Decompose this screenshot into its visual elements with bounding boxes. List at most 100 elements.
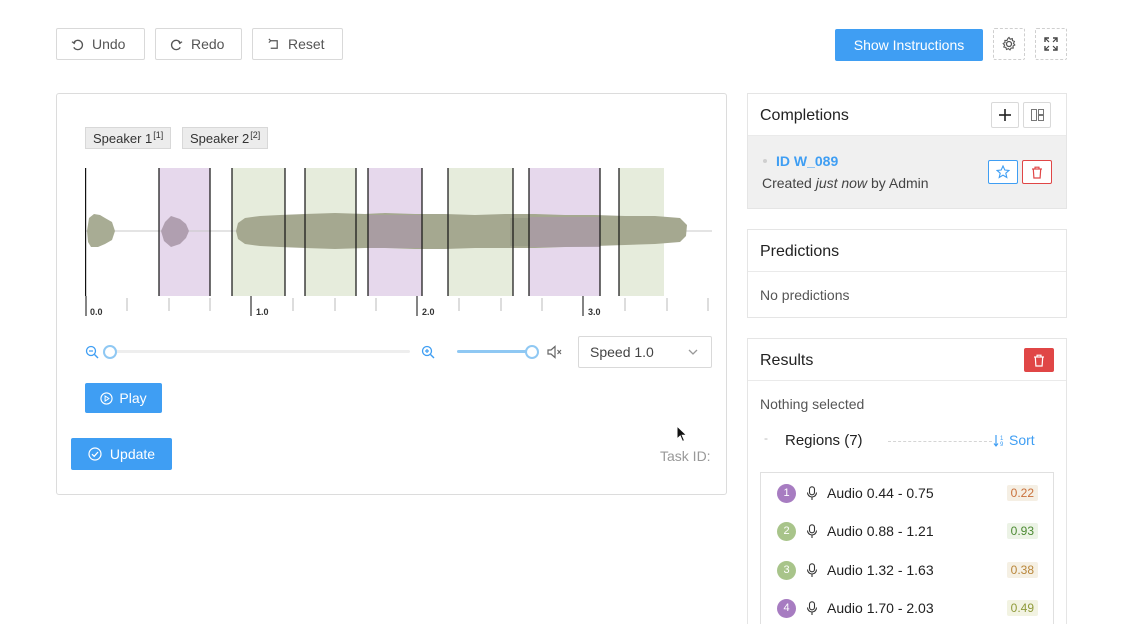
compare-view-button[interactable] (1023, 102, 1051, 128)
fullscreen-button[interactable] (1035, 28, 1067, 60)
zoom-slider-handle[interactable] (103, 345, 117, 359)
trash-icon (1034, 354, 1044, 367)
undo-icon (71, 39, 84, 50)
waveform-overlay-1 (368, 215, 422, 248)
regions-divider (888, 441, 992, 442)
fullscreen-icon (1044, 37, 1058, 51)
completion-created-time: just now (815, 175, 868, 191)
region-text: Audio 0.88 - 1.21 (827, 523, 934, 539)
completion-created-prefix: Created (762, 175, 816, 191)
completions-title: Completions (760, 107, 849, 124)
label-speaker-1-hotkey: [1] (153, 130, 164, 140)
microphone-icon (806, 563, 818, 577)
label-speaker-2-name: Speaker 2 (190, 130, 250, 146)
show-instructions-label: Show Instructions (853, 37, 965, 53)
play-button[interactable]: Play (85, 383, 162, 413)
volume-slider-handle[interactable] (525, 345, 539, 359)
star-icon (996, 165, 1010, 179)
label-speaker-1-name: Speaker 1 (93, 130, 153, 146)
waveform-segment-2 (161, 216, 189, 247)
label-speaker-2[interactable]: Speaker 2 [2] (182, 127, 269, 149)
predictions-title: Predictions (760, 243, 840, 260)
timeline-label-2: 2.0 (422, 307, 435, 317)
timeline-label-1: 1.0 (256, 307, 269, 317)
completion-created-suffix: by Admin (867, 175, 929, 191)
region-text: Audio 0.44 - 0.75 (827, 485, 934, 501)
reset-button[interactable]: Reset (252, 28, 343, 60)
check-circle-icon (88, 447, 102, 461)
play-icon (100, 391, 114, 405)
redo-label: Redo (191, 36, 225, 52)
completions-header: Completions (748, 94, 1066, 136)
completion-created: Created just now by Admin (762, 175, 929, 191)
region-number-badge: 1 (777, 483, 796, 503)
undo-button[interactable]: Undo (56, 28, 145, 60)
sort-icon: 19 (993, 434, 1004, 447)
delete-all-results-button[interactable] (1024, 348, 1054, 372)
add-completion-button[interactable] (991, 102, 1019, 128)
redo-button[interactable]: Redo (155, 28, 242, 60)
region-text: Audio 1.70 - 2.03 (827, 600, 934, 616)
regions-label: Regions (7) (785, 432, 863, 449)
region-score-badge: 0.93 (1006, 523, 1038, 539)
settings-button[interactable] (993, 28, 1025, 60)
microphone-icon (806, 486, 818, 500)
speed-select[interactable]: Speed 1.0 (578, 336, 712, 368)
timeline-label-3: 3.0 (588, 307, 601, 317)
regions-sort-label: Sort (1009, 432, 1035, 448)
zoom-in-icon[interactable] (421, 345, 435, 359)
region-score-badge: 0.38 (1006, 562, 1038, 578)
svg-text:1: 1 (1000, 436, 1004, 442)
waveform-segment-1 (87, 214, 115, 247)
region-number-badge: 4 (777, 598, 796, 618)
update-label: Update (109, 446, 156, 462)
reset-label: Reset (288, 36, 325, 52)
gear-icon (1002, 36, 1016, 51)
volume-slider-track[interactable] (457, 350, 532, 353)
region-number-badge: 3 (777, 560, 796, 580)
update-button[interactable]: Update (71, 438, 172, 470)
undo-label: Undo (92, 36, 126, 52)
play-label: Play (119, 390, 147, 406)
region-score-badge: 0.49 (1006, 600, 1038, 616)
region-score-badge: 0.22 (1006, 485, 1038, 501)
region-list-item-2[interactable]: 2 Audio 0.88 - 1.21 0.93 (761, 512, 1053, 550)
completion-item[interactable]: ID W_089 Created just now by Admin (748, 136, 1066, 208)
microphone-icon (806, 601, 818, 615)
microphone-icon (806, 524, 818, 538)
redo-icon (170, 39, 183, 50)
label-speaker-1[interactable]: Speaker 1 [1] (85, 127, 172, 149)
results-header: Results (748, 339, 1066, 381)
speed-select-value: Speed 1.0 (590, 344, 654, 360)
completions-panel: Completions ID W_089 Created just now by… (747, 93, 1067, 209)
region-text: Audio 1.32 - 1.63 (827, 562, 934, 578)
volume-icon[interactable] (547, 345, 563, 359)
region-list-item-1[interactable]: 1 Audio 0.44 - 0.75 0.22 (761, 474, 1053, 512)
zoom-out-icon[interactable] (85, 345, 99, 359)
grid-view-icon (1030, 109, 1044, 121)
star-completion-button[interactable] (988, 160, 1018, 184)
regions-list: 1 Audio 0.44 - 0.75 0.22 2 Audio 0.88 - … (760, 472, 1054, 624)
trash-icon (1032, 166, 1042, 179)
task-id-label: Task ID: (660, 448, 711, 464)
delete-completion-button[interactable] (1022, 160, 1052, 184)
region-list-item-4[interactable]: 4 Audio 1.70 - 2.03 0.49 (761, 589, 1053, 624)
region-list-item-3[interactable]: 3 Audio 1.32 - 1.63 0.38 (761, 551, 1053, 589)
reset-icon (268, 38, 278, 49)
waveform[interactable]: 0.0 1.0 2.0 3.0 (85, 168, 712, 318)
waveform-overlay-2 (529, 217, 600, 247)
label-speaker-2-hotkey: [2] (250, 130, 261, 140)
regions-collapse-dash[interactable]: - (764, 431, 768, 445)
zoom-slider-track[interactable] (110, 350, 410, 353)
completion-dot (763, 159, 767, 163)
predictions-empty-text: No predictions (760, 287, 850, 303)
svg-text:9: 9 (1000, 442, 1004, 447)
plus-icon (999, 109, 1011, 121)
mouse-cursor-icon (676, 425, 688, 443)
timeline-ticks (126, 298, 709, 311)
timeline-major-ticks (85, 296, 584, 316)
show-instructions-button[interactable]: Show Instructions (835, 29, 983, 61)
completion-id[interactable]: ID W_089 (776, 153, 839, 169)
